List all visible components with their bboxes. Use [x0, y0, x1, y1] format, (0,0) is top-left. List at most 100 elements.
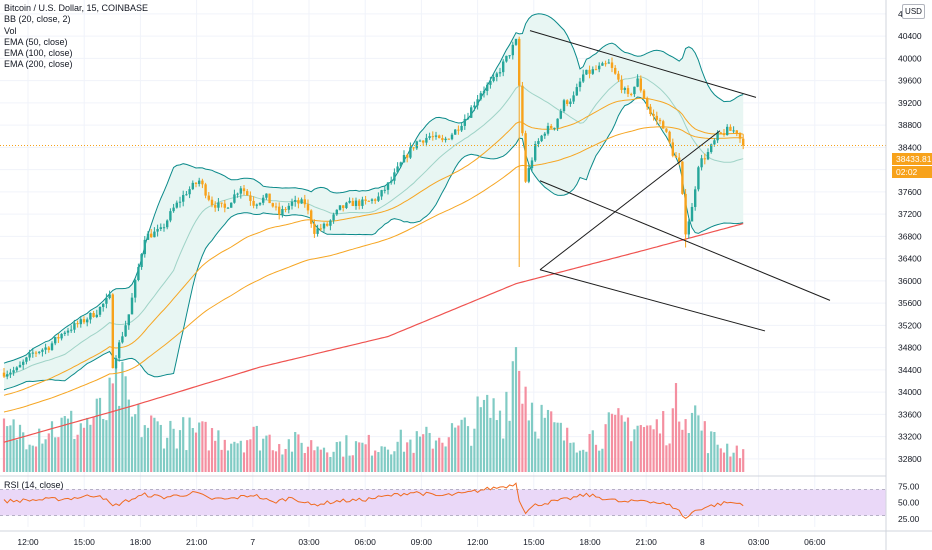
candle-body — [335, 209, 338, 215]
candle — [508, 55, 511, 59]
candle — [310, 209, 313, 228]
candle — [73, 319, 76, 333]
candle-body — [614, 67, 617, 74]
candle-body — [694, 189, 697, 207]
volume-bar — [706, 453, 710, 472]
candle — [242, 184, 246, 195]
trendline — [539, 180, 831, 301]
candle — [598, 62, 601, 73]
volume-bar — [636, 425, 639, 472]
price-tick-label: 33600 — [898, 409, 922, 419]
candle — [361, 196, 364, 209]
volume-bar — [348, 455, 351, 472]
candle-body — [54, 337, 57, 344]
candle-body — [492, 76, 495, 81]
volume-bar — [274, 451, 278, 472]
candle — [370, 198, 374, 204]
volume-bar — [111, 383, 114, 472]
volume-bar — [441, 442, 444, 472]
candle-body — [710, 144, 713, 153]
volume-bar — [44, 439, 47, 472]
volume-bar — [710, 431, 713, 472]
candle-body — [220, 202, 223, 204]
candle — [412, 147, 415, 151]
candle-body — [310, 210, 313, 224]
candle-body — [617, 73, 620, 80]
candle — [495, 71, 498, 82]
candle — [47, 346, 50, 353]
price-tick-label: 37200 — [898, 209, 922, 219]
candle — [630, 92, 633, 97]
candle-body — [361, 199, 364, 206]
candle — [28, 349, 31, 361]
candle-body — [111, 294, 114, 369]
volume-bar — [22, 432, 25, 472]
candle-body — [668, 131, 671, 143]
volume-bar — [134, 414, 137, 472]
candle-body — [338, 205, 342, 210]
price-tick-label: 34800 — [898, 343, 922, 353]
candle — [492, 73, 495, 83]
candle-body — [127, 314, 130, 326]
candle-body — [652, 113, 655, 116]
candle-body — [284, 209, 287, 211]
candle — [668, 130, 671, 144]
candle-body — [425, 137, 428, 143]
candle — [22, 359, 25, 370]
candle — [348, 197, 351, 204]
candle-body — [278, 206, 281, 215]
candle — [290, 198, 294, 210]
candle-body — [281, 209, 284, 215]
volume-bar — [434, 440, 438, 472]
candle — [703, 153, 706, 165]
candle-body — [332, 214, 335, 221]
candle-body — [540, 135, 543, 142]
price-tick-label: 39600 — [898, 76, 922, 86]
candle-body — [185, 194, 188, 196]
candle — [6, 370, 9, 380]
candle-body — [182, 195, 185, 202]
volume-bar — [210, 428, 214, 472]
candle — [441, 134, 444, 143]
candle — [722, 128, 726, 137]
candle — [732, 126, 735, 134]
candle — [63, 330, 66, 337]
volume-bar — [246, 440, 249, 472]
candle-body — [25, 357, 28, 362]
volume-bar — [431, 448, 434, 472]
candle — [607, 59, 610, 64]
candle — [502, 59, 505, 77]
candle-body — [553, 127, 556, 129]
candle-body — [412, 147, 415, 149]
volume-bar — [447, 437, 450, 472]
candle — [226, 207, 230, 209]
price-tick-label: 36000 — [898, 276, 922, 286]
volume-bar — [102, 418, 105, 472]
currency-button[interactable]: USD — [902, 4, 925, 19]
volume-bar — [591, 430, 594, 472]
candle-body — [194, 182, 198, 184]
volume-bar — [28, 444, 31, 472]
candle — [2, 368, 6, 379]
price-tick-label: 40400 — [898, 31, 922, 41]
volume-bar — [73, 438, 76, 472]
candle-body — [534, 143, 537, 161]
volume-bar — [226, 450, 230, 472]
candle-body — [671, 142, 674, 156]
candle-body — [98, 306, 102, 315]
volume-bar — [162, 448, 166, 472]
candle — [345, 201, 348, 210]
rsi-indicator-label[interactable]: RSI (14, close) — [4, 480, 64, 490]
candle-body — [162, 227, 166, 229]
candle — [626, 85, 630, 98]
volume-bar — [278, 444, 281, 472]
candle — [655, 111, 658, 125]
volume-bar — [98, 397, 102, 472]
volume-bar — [316, 446, 319, 472]
candle — [246, 189, 249, 196]
volume-bar — [697, 415, 700, 472]
volume-bar — [556, 422, 559, 472]
candle — [322, 222, 326, 232]
candle-body — [121, 336, 124, 343]
